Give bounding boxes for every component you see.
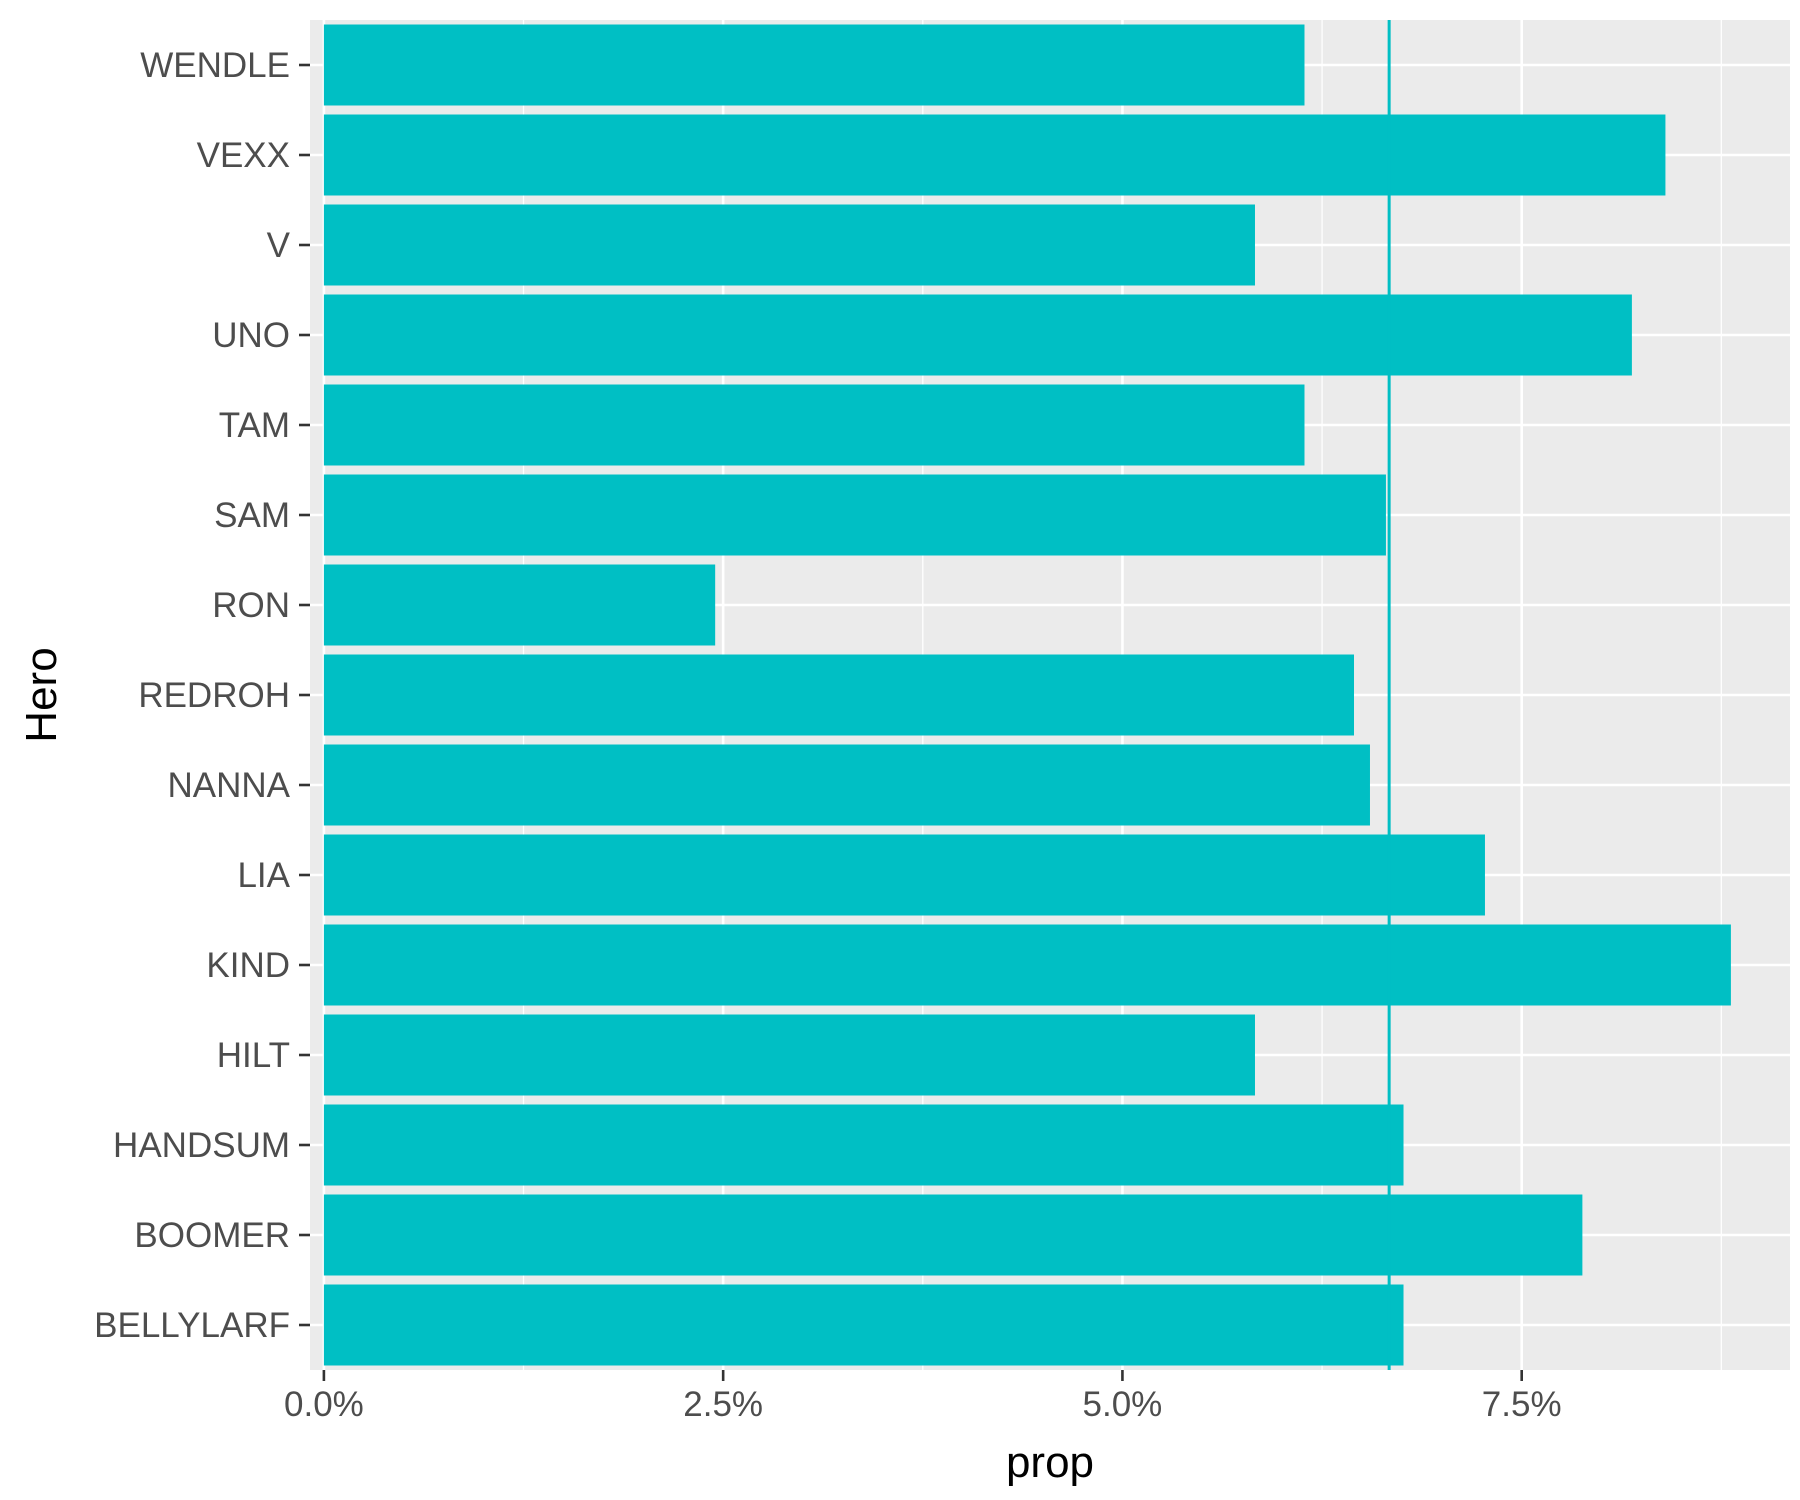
y-tick-label: LIA [237,856,290,895]
y-tick-label: SAM [214,496,290,535]
x-tick-label: 5.0% [1083,1385,1163,1424]
y-tick-label: HANDSUM [113,1126,290,1165]
bar-lia [323,834,1485,916]
bar-nanna [323,744,1370,826]
y-tick-label: HILT [217,1036,290,1075]
y-tick-label: UNO [212,316,290,355]
x-axis-title: prop [1006,1438,1094,1487]
y-tick-label: TAM [219,406,290,445]
bar-hilt [323,1014,1255,1096]
y-tick-label: NANNA [167,766,290,805]
bars [323,24,1731,1366]
bar-kind [323,924,1731,1006]
x-axis: 0.0% 2.5% 5.0% 7.5% [284,1370,1562,1424]
bar-sam [323,474,1386,556]
y-tick-label: WENDLE [140,46,290,85]
bar-ron [323,564,716,646]
bar-handsum [323,1104,1404,1186]
y-tick-label: KIND [206,946,290,985]
bar-redroh [323,654,1355,736]
y-tick-label: RON [212,586,290,625]
y-tick-label: BELLYLARF [94,1306,290,1345]
y-tick-label: REDROH [138,676,290,715]
x-tick-label: 0.0% [284,1385,364,1424]
bar-uno [323,294,1632,376]
bar-vexx [323,114,1666,196]
bar-v [323,204,1255,286]
bar-boomer [323,1194,1583,1276]
y-tick-label: VEXX [197,136,290,175]
bar-wendle [323,24,1305,106]
x-tick-label: 7.5% [1482,1385,1562,1424]
bar-bellylarf [323,1284,1404,1366]
y-axis: BELLYLARF BOOMER HANDSUM HILT KIND LIA NANNA RE… [94,46,310,1345]
y-tick-label: V [267,226,291,265]
bar-tam [323,384,1305,466]
y-tick-label: BOOMER [134,1216,290,1255]
x-tick-label: 2.5% [683,1385,763,1424]
y-axis-title: Hero [17,647,66,742]
